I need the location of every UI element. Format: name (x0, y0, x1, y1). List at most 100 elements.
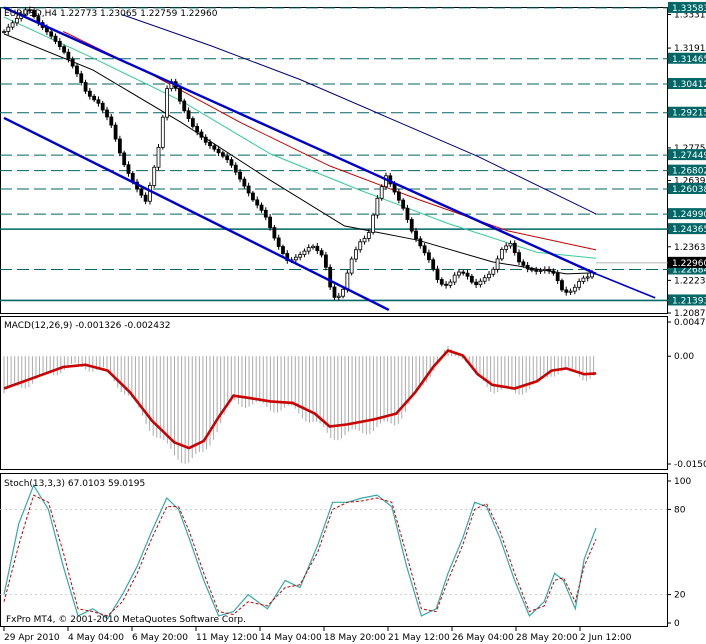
candle-body-114 (491, 268, 496, 275)
time-label-8: 28 May 20:00 (516, 633, 578, 643)
macd-layer (3, 345, 597, 464)
candle-body-29 (126, 164, 131, 174)
candle-body-93 (401, 199, 406, 209)
candle-body-24 (105, 109, 109, 118)
macd-tick-label-2: -0.01502 (674, 460, 706, 470)
candle-body-124 (534, 269, 539, 272)
candle-body-33 (143, 194, 148, 202)
stoch-signal-line (3, 494, 597, 617)
candle-body-123 (530, 268, 534, 271)
current-price-label: 1.22960 (672, 259, 706, 269)
level-label-box-0 (668, 1, 706, 13)
stoch-tick-label-1: 80 (674, 505, 686, 515)
candle-body-117 (504, 245, 509, 250)
level-label-box-6 (668, 182, 706, 194)
ma-line-3 (122, 14, 597, 215)
candle-body-16 (70, 58, 75, 67)
candle-body-57 (246, 185, 251, 194)
candle-body-129 (555, 272, 560, 282)
candle-body-23 (100, 102, 105, 111)
candle-body-127 (547, 268, 551, 272)
time-label-5: 18 May 20:00 (324, 633, 386, 643)
price-tick-label-5: 1.22230 (674, 276, 706, 286)
candle-body-70 (302, 250, 307, 255)
candle-body-69 (298, 254, 303, 258)
candle-body-27 (117, 138, 122, 154)
candle-body-89 (384, 175, 388, 188)
macd-tick-label-0: 0.004770 (674, 318, 706, 328)
candle-body-18 (79, 73, 84, 83)
candle-body-99 (427, 252, 431, 261)
time-label-4: 14 May 04:00 (260, 633, 322, 643)
ma-line-1 (3, 16, 597, 259)
axis-layer: 1.33310 1.31910 1.27750 1.26390 1.23630 1.222… (3, 1, 706, 643)
candle-body-6 (27, 9, 32, 12)
candle-body-134 (577, 281, 582, 288)
time-label-6: 21 May 12:00 (388, 633, 450, 643)
candle-body-81 (349, 258, 354, 274)
candle-body-51 (220, 152, 225, 157)
candle-body-102 (439, 279, 444, 285)
candle-body-103 (444, 283, 448, 286)
level-label-box-2 (668, 78, 706, 90)
main-header: EURUSD,H4 1.22773 1.23065 1.22759 1.2296… (4, 9, 218, 19)
stoch-header: Stoch(13,3,3) 67.0103 59.0195 (4, 479, 145, 489)
level-label-box-10 (668, 294, 706, 306)
candle-body-131 (564, 289, 569, 293)
candle-body-74 (319, 250, 324, 256)
candle-body-12 (53, 35, 58, 42)
macd-header: MACD(12,26,9) -0.001326 -0.002432 (4, 321, 170, 331)
candle-body-45 (195, 126, 200, 133)
candle-body-120 (517, 252, 521, 263)
stoch-tick-label-2: 20 (674, 591, 686, 601)
level-label-box-8 (668, 223, 706, 235)
candle-body-83 (358, 241, 363, 251)
candle-body-104 (448, 281, 453, 286)
candle-body-36 (156, 146, 161, 168)
price-tick-label-6: 1.20870 (674, 309, 706, 319)
candle-body-125 (538, 270, 543, 272)
candle-body-116 (499, 249, 504, 260)
candle-body-25 (109, 116, 114, 126)
candle-body-126 (542, 268, 547, 271)
candle-body-47 (203, 136, 208, 143)
candle-body-56 (242, 178, 247, 187)
stoch-layer (0, 483, 668, 620)
main-panel[interactable] (0, 7, 668, 314)
stoch-tick-label-3: 0 (674, 619, 680, 629)
time-label-2: 6 May 20:00 (132, 633, 188, 643)
level-label-7: 1.24990 (672, 210, 706, 220)
time-label-1: 4 May 04:00 (68, 633, 124, 643)
candle-body-76 (328, 266, 333, 288)
price-tick-label-4: 1.23630 (674, 243, 706, 253)
candle-body-136 (585, 276, 590, 279)
level-label-1: 1.31465 (672, 55, 706, 65)
candle-body-35 (152, 166, 157, 186)
candle-body-46 (199, 131, 204, 138)
level-label-box-3 (668, 106, 706, 118)
candle-body-28 (122, 152, 127, 166)
main-layer (0, 6, 668, 311)
candle-body-79 (341, 288, 345, 297)
level-label-10: 1.21393 (672, 296, 706, 306)
candle-body-52 (225, 155, 230, 161)
channel-upper-extension (595, 273, 656, 299)
candle-body-111 (478, 280, 483, 286)
candle-body-87 (375, 197, 380, 216)
time-label-3: 11 May 12:00 (196, 633, 258, 643)
channel-lower-line (3, 116, 390, 311)
candle-body-21 (92, 95, 97, 101)
candle-body-49 (212, 145, 217, 150)
stoch-main-line (3, 483, 597, 620)
candle-body-54 (233, 164, 238, 173)
candle-body-77 (332, 286, 337, 298)
candle-body-78 (336, 295, 341, 298)
candle-body-32 (139, 188, 144, 196)
candle-body-98 (422, 245, 427, 254)
stoch-panel[interactable] (0, 473, 668, 627)
candle-body-38 (165, 88, 169, 118)
level-label-4: 1.27449 (672, 151, 706, 161)
candle-body-17 (75, 65, 79, 75)
candle-body-106 (457, 271, 461, 276)
